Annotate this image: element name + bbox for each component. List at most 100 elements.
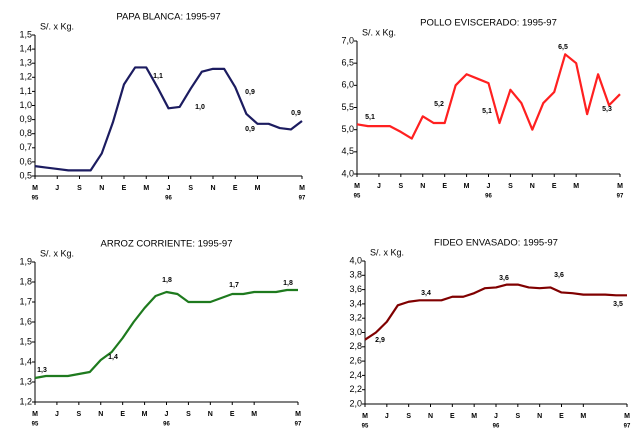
y-axis-label: S/. x Kg.: [40, 248, 74, 258]
x-tick-label: S: [406, 413, 411, 420]
y-tick-label: 1,4: [19, 356, 32, 366]
x-tick-label: S: [77, 185, 82, 192]
y-tick-label: 0,6: [19, 156, 32, 166]
x-tick-label: M: [617, 183, 623, 190]
x-tick-label: E: [120, 411, 125, 418]
x-tick-label: S: [398, 183, 403, 190]
y-tick-label: 1,3: [19, 58, 32, 68]
x-tick-label: M: [32, 185, 38, 192]
y-tick-label: 0,8: [19, 128, 32, 138]
x-tick-label: E: [450, 413, 455, 420]
annotation: 5,3: [602, 106, 612, 113]
annotation: 5,2: [434, 101, 444, 108]
y-tick-label: 1,1: [19, 86, 32, 96]
y-tick-label: 1,5: [19, 336, 32, 346]
y-tick-label: 5,0: [341, 124, 354, 134]
y-tick-label: 3,8: [349, 270, 362, 280]
x-tick-label: N: [98, 411, 103, 418]
chart-title: PAPA BLANCA: 1995-97: [116, 12, 220, 23]
y-tick-label: 1,5: [19, 29, 32, 39]
x-tick-label: S: [188, 185, 193, 192]
annotation: 3,4: [421, 290, 431, 297]
data-line: [34, 288, 298, 380]
y-tick-label: 6,5: [341, 58, 354, 68]
year-label: 96: [165, 196, 172, 202]
y-tick-label: 1,9: [19, 256, 32, 266]
y-axis-label: S/. x Kg.: [370, 247, 404, 257]
year-label: 97: [624, 424, 631, 430]
y-tick-label: 6,0: [341, 80, 354, 90]
y-axis-label: S/. x Kg.: [40, 21, 74, 31]
y-tick-label: 0,9: [19, 114, 32, 124]
annotation: 6,5: [558, 44, 568, 51]
y-tick-label: 2,2: [349, 384, 362, 394]
year-label: 95: [362, 424, 369, 430]
y-tick-label: 1,6: [19, 316, 32, 326]
x-tick-label: M: [464, 183, 470, 190]
y-tick-label: 3,4: [349, 298, 362, 308]
x-tick-label: J: [167, 185, 171, 192]
x-tick-label: J: [385, 413, 389, 420]
x-tick-label: M: [143, 185, 149, 192]
annotation: 1,1: [153, 73, 163, 80]
y-tick-label: 1,2: [19, 72, 32, 82]
y-tick-label: 5,5: [341, 102, 354, 112]
y-tick-label: 4,5: [341, 146, 354, 156]
y-tick-label: 1,0: [19, 100, 32, 110]
x-tick-label: N: [428, 413, 433, 420]
x-tick-label: J: [494, 413, 498, 420]
annotation: 0,9: [291, 110, 301, 117]
x-tick-label: M: [573, 183, 579, 190]
year-label: 97: [617, 194, 624, 200]
annotation: 5,1: [365, 114, 375, 121]
y-tick-label: 4,0: [341, 168, 354, 178]
annotation: 1,4: [108, 354, 118, 361]
x-tick-label: M: [471, 413, 477, 420]
x-tick-label: J: [487, 183, 491, 190]
y-axis-label: S/. x Kg.: [362, 27, 396, 37]
y-tick-label: 1,8: [19, 276, 32, 286]
x-tick-label: N: [99, 185, 104, 192]
x-tick-label: J: [165, 411, 169, 418]
year-label: 97: [295, 422, 302, 428]
x-tick-label: M: [362, 413, 368, 420]
annotation: 1,0: [195, 104, 205, 111]
year-label: 95: [354, 194, 361, 200]
data-line: [34, 66, 303, 172]
x-tick-label: S: [186, 411, 191, 418]
y-tick-label: 1,3: [19, 376, 32, 386]
x-tick-label: S: [508, 183, 513, 190]
x-tick-label: N: [210, 185, 215, 192]
annotation: 3,5: [613, 301, 623, 308]
annotation: 1,8: [162, 277, 172, 284]
year-label: 97: [299, 196, 306, 202]
x-tick-label: N: [420, 183, 425, 190]
data-line: [356, 53, 621, 140]
y-tick-label: 3,6: [349, 284, 362, 294]
x-tick-label: E: [442, 183, 447, 190]
y-tick-label: 0,5: [19, 170, 32, 180]
x-tick-label: N: [537, 413, 542, 420]
x-tick-label: N: [208, 411, 213, 418]
x-tick-label: M: [580, 413, 586, 420]
y-tick-label: 4,0: [349, 255, 362, 265]
y-tick-label: 7,0: [341, 35, 354, 45]
x-tick-label: E: [233, 185, 238, 192]
year-label: 95: [32, 196, 39, 202]
y-tick-label: 2,8: [349, 341, 362, 351]
y-tick-label: 3,2: [349, 313, 362, 323]
annotation: 3,6: [499, 275, 509, 282]
annotation: 2,9: [375, 337, 385, 344]
annotation: 0,9: [245, 89, 255, 96]
chart-title: POLLO EVISCERADO: 1995-97: [420, 18, 557, 29]
x-tick-label: M: [32, 411, 38, 418]
x-tick-label: E: [122, 185, 127, 192]
y-tick-label: 0,7: [19, 142, 32, 152]
annotation: 1,3: [37, 367, 47, 374]
y-tick-label: 1,4: [19, 43, 32, 53]
x-tick-label: M: [142, 411, 148, 418]
annotation: 0,9: [245, 126, 255, 133]
x-tick-label: E: [552, 183, 557, 190]
x-tick-label: M: [295, 411, 301, 418]
